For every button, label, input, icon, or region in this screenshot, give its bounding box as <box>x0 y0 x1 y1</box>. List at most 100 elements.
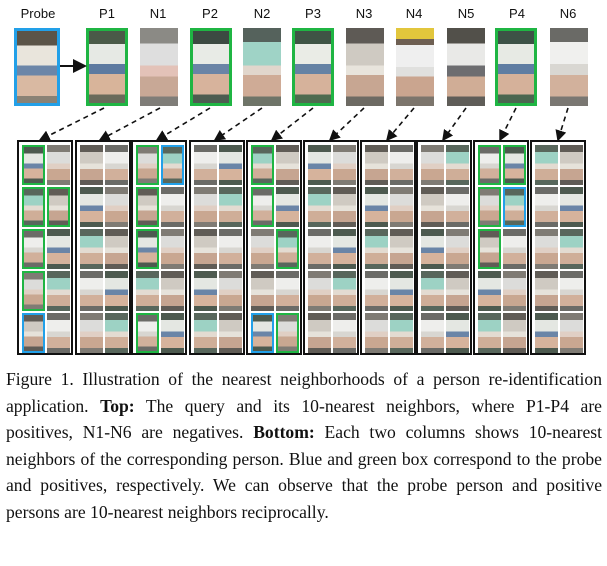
neighbor-image <box>194 271 217 311</box>
neighbor-image <box>219 271 242 311</box>
neighbor-image <box>276 313 299 353</box>
dashed-line <box>442 107 467 142</box>
neighbor-image <box>47 187 70 227</box>
neighbor-image <box>560 271 583 311</box>
neighbor-image <box>308 229 331 269</box>
neighbor-image <box>47 271 70 311</box>
neighbor-image <box>194 313 217 353</box>
caption-top-label: Top: <box>100 395 135 416</box>
neighbor-image <box>105 145 128 185</box>
neighbor-image <box>421 229 444 269</box>
neighbor-image <box>47 313 70 353</box>
neighbor-panel <box>189 140 245 355</box>
neighbor-image <box>308 313 331 353</box>
neighbor-image <box>421 145 444 185</box>
neighbor-image <box>80 187 103 227</box>
neighbor-image <box>560 229 583 269</box>
neighbor-image <box>560 313 583 353</box>
label-n5: N5 <box>457 6 475 21</box>
dashed-line <box>328 107 365 142</box>
neighbor-image <box>219 229 242 269</box>
figure-caption: Figure 1. Illustration of the nearest ne… <box>6 366 602 525</box>
neighbor-image <box>446 187 469 227</box>
neighbor-image <box>390 145 413 185</box>
label-n6: N6 <box>559 6 577 21</box>
neighbor-image <box>446 145 469 185</box>
neighbor-image <box>276 229 299 269</box>
neighbor-image <box>390 271 413 311</box>
neighbor-image <box>136 313 159 353</box>
n1-image <box>140 28 178 106</box>
neighbor-image <box>251 145 274 185</box>
label-p4: P4 <box>509 6 525 21</box>
neighbor-image <box>365 187 388 227</box>
neighbor-image <box>105 271 128 311</box>
dashed-line <box>499 107 517 142</box>
p2-image <box>190 28 232 106</box>
caption-bottom-label: Bottom: <box>253 422 315 442</box>
neighbor-image <box>421 271 444 311</box>
label-p1: P1 <box>99 6 115 21</box>
caption-top-text: The query and its 10-nearest neighbors, … <box>6 395 602 443</box>
neighbor-image <box>136 271 159 311</box>
label-n3: N3 <box>355 6 373 21</box>
n4-image <box>396 28 434 106</box>
neighbor-image <box>390 187 413 227</box>
neighbor-image <box>333 313 356 353</box>
neighbor-image <box>105 313 128 353</box>
neighbor-image <box>161 187 184 227</box>
neighbor-image <box>22 313 45 353</box>
neighbor-image <box>219 145 242 185</box>
label-probe: Probe <box>20 6 56 21</box>
neighbor-image <box>80 145 103 185</box>
neighbor-image <box>560 187 583 227</box>
neighbor-image <box>421 313 444 353</box>
neighbor-image <box>365 271 388 311</box>
dashed-line <box>213 107 263 141</box>
neighbor-image <box>80 229 103 269</box>
p1-image <box>86 28 128 106</box>
dashed-line <box>555 107 569 142</box>
neighbor-image <box>308 271 331 311</box>
neighbor-image <box>535 313 558 353</box>
neighbor-image <box>22 187 45 227</box>
neighbor-image <box>421 187 444 227</box>
neighbor-image <box>478 313 501 353</box>
neighbor-panel <box>75 140 131 355</box>
neighbor-image <box>194 145 217 185</box>
probe-image <box>14 28 60 106</box>
neighbor-image <box>535 145 558 185</box>
neighbor-image <box>161 229 184 269</box>
neighbor-panel <box>131 140 187 355</box>
neighbor-image <box>390 313 413 353</box>
n5-image <box>447 28 485 106</box>
neighbor-image <box>194 187 217 227</box>
neighbor-image <box>333 271 356 311</box>
neighbor-panel <box>530 140 586 355</box>
neighbor-image <box>80 313 103 353</box>
dashed-line <box>155 107 211 141</box>
neighbor-image <box>503 187 526 227</box>
label-n4: N4 <box>405 6 423 21</box>
neighbor-image <box>446 313 469 353</box>
neighbor-image <box>136 187 159 227</box>
neighbor-panel <box>303 140 359 355</box>
dashed-line <box>270 107 314 141</box>
dashed-line <box>98 107 161 141</box>
neighbor-image <box>308 187 331 227</box>
neighbor-image <box>47 229 70 269</box>
neighbor-image <box>535 229 558 269</box>
neighbor-image <box>251 229 274 269</box>
neighbor-image <box>503 229 526 269</box>
neighbor-image <box>365 145 388 185</box>
label-n2: N2 <box>253 6 271 21</box>
neighbor-image <box>333 229 356 269</box>
neighbor-image <box>22 229 45 269</box>
neighbor-image <box>446 229 469 269</box>
neighbor-image <box>446 271 469 311</box>
p4-image <box>495 28 537 106</box>
neighbor-image <box>535 271 558 311</box>
caption-bottom-text: Each two columns shows 10-nearest neighb… <box>6 422 602 522</box>
n2-image <box>243 28 281 106</box>
neighbor-image <box>478 187 501 227</box>
